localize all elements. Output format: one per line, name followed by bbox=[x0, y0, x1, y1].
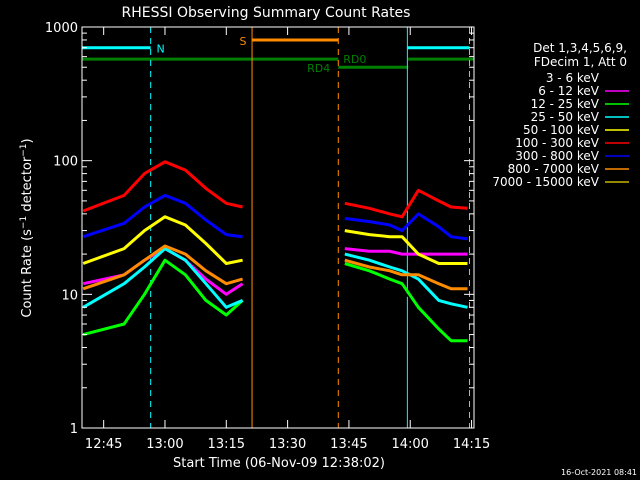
status-label-S: S bbox=[240, 35, 247, 48]
legend-header-2: FDecim 1, Att 0 bbox=[534, 55, 627, 69]
x-tick-label: 12:45 bbox=[85, 437, 122, 452]
series-4-line-0 bbox=[82, 215, 243, 265]
series-6-line-1 bbox=[344, 212, 468, 241]
legend-label-6: 300 - 800 keV bbox=[515, 149, 599, 163]
chart-title: RHESSI Observing Summary Count Rates bbox=[122, 5, 411, 21]
footer-timestamp: 16-Oct-2021 08:41 bbox=[561, 468, 637, 477]
series-5-line-0 bbox=[82, 160, 243, 213]
legend-label-2: 12 - 25 keV bbox=[531, 97, 600, 111]
series-2-line-0 bbox=[82, 258, 244, 337]
x-tick-label: 14:15 bbox=[453, 437, 490, 452]
series-4-line-1 bbox=[344, 229, 468, 265]
series-2-line-1 bbox=[344, 262, 468, 343]
y-label-exp2: −1 bbox=[19, 143, 29, 156]
series-6-line-0 bbox=[82, 193, 243, 239]
series-7-line-0 bbox=[82, 244, 244, 291]
series-1-line-1 bbox=[344, 247, 468, 256]
legend-label-4: 50 - 100 keV bbox=[523, 123, 600, 137]
x-tick-label: 13:30 bbox=[269, 437, 306, 452]
y-label-pre: Count Rate (s bbox=[20, 229, 35, 318]
legend-label-7: 800 - 7000 keV bbox=[508, 162, 600, 176]
series-7-line-1 bbox=[344, 258, 468, 291]
status-label-RD0: RD0 bbox=[343, 53, 366, 66]
status-bars: N S RD4 RD0 bbox=[82, 35, 474, 75]
y-label-mid: detector bbox=[20, 156, 35, 216]
series-3-line-0 bbox=[82, 247, 244, 309]
x-tick-label: 13:15 bbox=[208, 437, 245, 452]
y-label-exp1: −1 bbox=[19, 216, 29, 229]
x-tick-label: 13:00 bbox=[146, 437, 183, 452]
legend: Det 1,3,4,5,6,9, FDecim 1, Att 0 3 - 6 k… bbox=[492, 41, 629, 189]
plot-frame bbox=[81, 26, 475, 429]
legend-header-1: Det 1,3,4,5,6,9, bbox=[533, 41, 627, 55]
status-label-RD4: RD4 bbox=[307, 62, 330, 75]
y-label-post: ) bbox=[20, 138, 35, 143]
y-axis-label: Count Rate (s−1 detector−1) bbox=[19, 138, 35, 317]
legend-label-3: 25 - 50 keV bbox=[531, 110, 600, 124]
y-tick-label: 100 bbox=[53, 155, 78, 170]
legend-label-1: 6 - 12 keV bbox=[538, 84, 600, 98]
series-group bbox=[82, 160, 468, 343]
legend-label-5: 100 - 300 keV bbox=[515, 136, 599, 150]
y-tick-label: 1000 bbox=[45, 21, 78, 36]
legend-label-0: 3 - 6 keV bbox=[546, 71, 600, 85]
series-5-line-1 bbox=[344, 188, 468, 219]
vertical-markers bbox=[150, 27, 471, 428]
y-tick-label: 1 bbox=[70, 422, 78, 437]
status-label-N: N bbox=[157, 43, 165, 56]
axes: 12:45 13:00 13:15 13:30 13:45 14:00 14:15 1 10 10… bbox=[45, 21, 490, 452]
legend-label-8: 7000 - 15000 keV bbox=[492, 175, 599, 189]
x-axis-label: Start Time (06-Nov-09 12:38:02) bbox=[173, 456, 385, 471]
x-tick-label: 14:00 bbox=[391, 437, 428, 452]
y-tick-label: 10 bbox=[61, 288, 78, 303]
x-tick-label: 13:45 bbox=[330, 437, 367, 452]
